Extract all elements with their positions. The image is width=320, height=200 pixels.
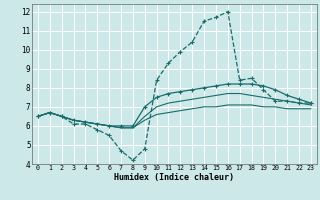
X-axis label: Humidex (Indice chaleur): Humidex (Indice chaleur) xyxy=(115,173,234,182)
